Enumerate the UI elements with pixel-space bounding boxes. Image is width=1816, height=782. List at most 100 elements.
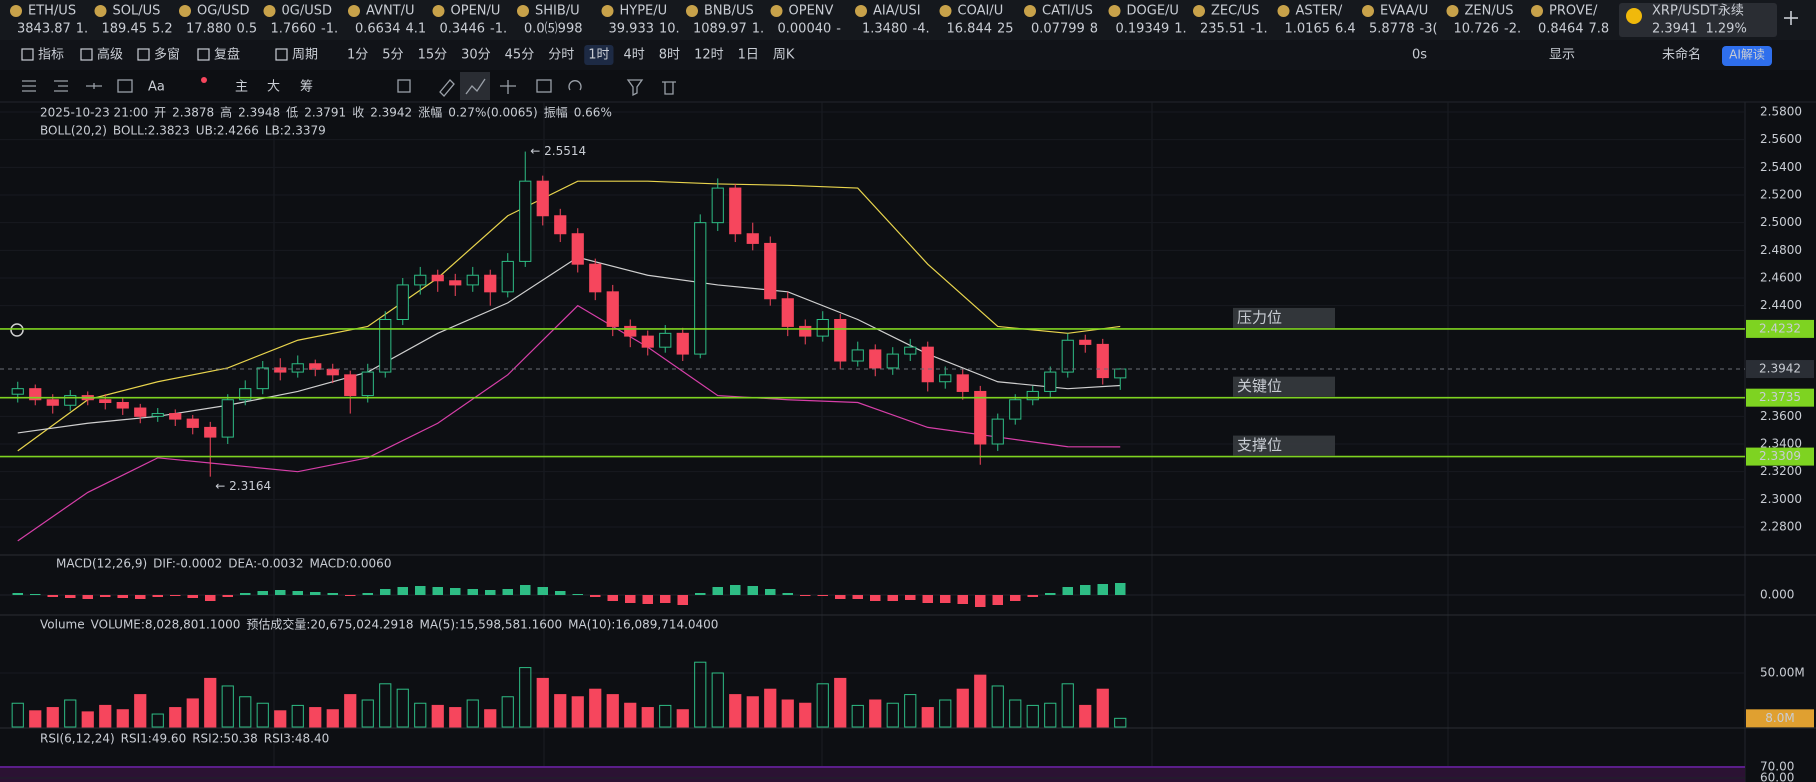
period-button[interactable]: 1日 bbox=[738, 48, 759, 63]
add-button[interactable] bbox=[1784, 11, 1798, 25]
ticker-price: 39.933 bbox=[609, 22, 655, 37]
macd-bar bbox=[957, 595, 968, 604]
candle-body bbox=[624, 325, 637, 337]
tool-button[interactable]: 复盘 bbox=[214, 47, 240, 63]
candle-body bbox=[519, 180, 532, 262]
ticker[interactable]: PROVE/0.8464 7.8 bbox=[1531, 4, 1609, 37]
volume-bar bbox=[1079, 704, 1092, 728]
macd-bar bbox=[82, 595, 93, 599]
candle-body bbox=[396, 284, 409, 320]
period-button[interactable]: 分时 bbox=[548, 48, 574, 63]
tool-button[interactable]: 周期 bbox=[292, 48, 318, 63]
period-button[interactable]: 4时 bbox=[624, 48, 645, 63]
period-button[interactable]: 8时 bbox=[659, 48, 680, 63]
period-button[interactable]: 12时 bbox=[694, 48, 724, 63]
ticker[interactable]: OPENV 0.00040- bbox=[770, 4, 842, 37]
toolbar-right[interactable]: 显示 bbox=[1549, 48, 1575, 63]
ticker[interactable]: HYPE/U 39.933 10. bbox=[601, 4, 680, 37]
mode-button[interactable]: 大 bbox=[267, 80, 280, 95]
volume-bar bbox=[449, 707, 462, 728]
macd-bar bbox=[1045, 593, 1056, 595]
ticker[interactable]: EVAA/U 5.8778 -3( bbox=[1362, 4, 1438, 37]
ticker[interactable]: BNB/US 1089.97 1. bbox=[686, 4, 764, 37]
info-text: RSI1:49.60 bbox=[121, 732, 187, 746]
candle-body bbox=[606, 291, 619, 327]
mode-button[interactable]: 筹 bbox=[300, 79, 313, 95]
ticker[interactable]: CATI/US 0.07799 8 bbox=[1024, 4, 1098, 37]
tool-button[interactable]: 多窗 bbox=[154, 47, 180, 63]
tool-button[interactable]: 指标 bbox=[38, 48, 64, 63]
period-button[interactable]: 45分 bbox=[505, 48, 535, 63]
ticker[interactable]: ZEC/US 235.51 -1. bbox=[1193, 4, 1268, 37]
toolbar-right[interactable]: 未命名 bbox=[1662, 47, 1701, 63]
y-tick-label: 0.000 bbox=[1760, 588, 1794, 602]
volume-bar bbox=[1061, 683, 1074, 728]
macd-bar bbox=[712, 587, 723, 595]
ticker-price: 0.8464 bbox=[1538, 22, 1584, 37]
ticker[interactable]: ZEN/US 10.726 -2. bbox=[1446, 4, 1522, 37]
ticker[interactable]: SOL/US 189.45 5.2 bbox=[94, 4, 173, 37]
period-button[interactable]: 30分 bbox=[461, 48, 491, 63]
period-button[interactable]: 周K bbox=[773, 48, 795, 63]
level-label-bg bbox=[1233, 435, 1335, 456]
info-text: 0.27%(0.0065) bbox=[448, 106, 537, 120]
macd-bar bbox=[695, 593, 706, 595]
ai-button[interactable] bbox=[1722, 46, 1772, 66]
toolbar-right[interactable]: AI解读 bbox=[1729, 48, 1765, 62]
macd-bar bbox=[135, 595, 146, 599]
tool-button[interactable]: 高级 bbox=[97, 47, 123, 63]
ticker[interactable]: DOGE/U 0.19349 1. bbox=[1108, 4, 1187, 37]
candle-body bbox=[1009, 399, 1022, 420]
period-button[interactable]: 1分 bbox=[347, 48, 368, 63]
candle-body bbox=[1096, 343, 1109, 379]
period-button[interactable]: 1时 bbox=[588, 48, 609, 63]
volume-bar bbox=[659, 704, 672, 728]
ticker[interactable]: COAI/U 16.844 25 bbox=[939, 4, 1014, 37]
volume-bar bbox=[221, 685, 234, 728]
ticker-price: 17.880 bbox=[186, 22, 232, 37]
ticker[interactable]: ASTER/1.0165 6.4 bbox=[1277, 4, 1356, 37]
volume-bar bbox=[291, 704, 304, 728]
info-text: 振幅 bbox=[544, 105, 568, 120]
macd-bar bbox=[537, 587, 548, 595]
line-handle[interactable] bbox=[10, 323, 24, 337]
ticker[interactable]: SHIB/U 0.0⑸998 bbox=[517, 4, 583, 37]
candle-body bbox=[921, 346, 934, 383]
ticker[interactable]: OPEN/U 0.3446 -1. bbox=[432, 4, 508, 37]
level-tag bbox=[1746, 447, 1814, 466]
candle-body bbox=[46, 399, 59, 406]
ticker[interactable]: 0G/USD 1.7660 -1. bbox=[263, 4, 339, 37]
y-tick-label: 2.5200 bbox=[1760, 188, 1802, 202]
ticker-symbol: DOGE/U bbox=[1127, 4, 1179, 19]
y-tick-label: 2.3600 bbox=[1760, 409, 1802, 423]
mode-button[interactable]: 主 bbox=[235, 80, 248, 95]
volume-bar bbox=[396, 688, 409, 728]
pinned-ticker-bg[interactable] bbox=[1619, 3, 1777, 37]
ticker-symbol: SOL/US bbox=[113, 4, 161, 19]
volume-bar bbox=[694, 661, 707, 728]
font-tool[interactable]: Aa bbox=[148, 80, 165, 95]
macd-bar bbox=[572, 594, 583, 595]
ticker[interactable]: ETH/US 3843.87 1. bbox=[10, 4, 88, 37]
ticker[interactable]: AVNT/U 0.6634 4.1 bbox=[348, 4, 426, 37]
ticker[interactable]: AIA/USI 1.3480 -4. bbox=[855, 4, 930, 37]
macd-bar bbox=[1097, 584, 1108, 595]
level-name: 关键位 bbox=[1237, 377, 1282, 395]
y-tick-label: 50.00M bbox=[1760, 666, 1805, 680]
ticker-icon bbox=[1024, 5, 1036, 17]
macd-bar bbox=[415, 586, 426, 595]
candle-body bbox=[799, 325, 812, 337]
candle-body bbox=[676, 332, 689, 355]
volume-bar bbox=[256, 702, 269, 728]
period-button[interactable]: 5分 bbox=[382, 48, 403, 63]
volume-bar bbox=[554, 694, 567, 728]
period-button[interactable]: 15分 bbox=[418, 48, 448, 63]
ticker-icon bbox=[10, 5, 22, 17]
volume-tag bbox=[1746, 709, 1814, 728]
toolbar-right[interactable]: 0s bbox=[1412, 48, 1427, 63]
ticker[interactable]: OG/USD 17.880 0.5 bbox=[179, 4, 257, 37]
volume-bar bbox=[519, 667, 532, 728]
level-tag bbox=[1746, 319, 1814, 338]
volume-bar bbox=[309, 707, 322, 728]
